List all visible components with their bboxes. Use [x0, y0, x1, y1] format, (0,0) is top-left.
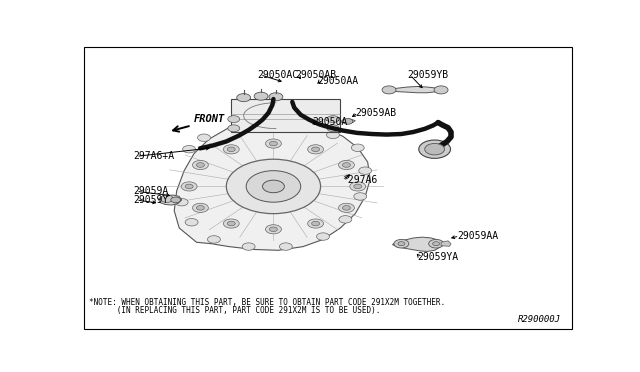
- Text: 29050A: 29050A: [312, 117, 348, 127]
- Circle shape: [227, 221, 236, 226]
- Circle shape: [343, 119, 353, 124]
- Text: FRONT: FRONT: [194, 114, 225, 124]
- Circle shape: [227, 159, 321, 214]
- Polygon shape: [174, 120, 370, 250]
- Text: R290000J: R290000J: [518, 315, 561, 324]
- Circle shape: [228, 116, 240, 122]
- Circle shape: [434, 86, 448, 94]
- Polygon shape: [158, 195, 182, 205]
- Circle shape: [327, 116, 339, 122]
- Circle shape: [425, 144, 445, 155]
- Circle shape: [185, 184, 193, 189]
- Circle shape: [185, 218, 198, 226]
- Circle shape: [182, 145, 196, 153]
- Circle shape: [198, 134, 211, 141]
- Circle shape: [193, 203, 209, 212]
- Text: 29059Y: 29059Y: [134, 195, 169, 205]
- Text: 29059A: 29059A: [134, 186, 169, 196]
- Polygon shape: [392, 237, 442, 251]
- Circle shape: [339, 216, 352, 223]
- Polygon shape: [441, 241, 451, 246]
- Circle shape: [308, 219, 324, 228]
- Text: 29050AB: 29050AB: [296, 70, 337, 80]
- Circle shape: [196, 206, 204, 210]
- Circle shape: [317, 233, 330, 240]
- Circle shape: [269, 227, 277, 232]
- Circle shape: [312, 221, 319, 226]
- Circle shape: [433, 242, 440, 246]
- Circle shape: [196, 163, 204, 167]
- Circle shape: [326, 131, 339, 139]
- Circle shape: [175, 198, 188, 206]
- Circle shape: [223, 219, 239, 228]
- Text: 29059YB: 29059YB: [408, 70, 449, 80]
- Circle shape: [266, 139, 282, 148]
- Circle shape: [429, 240, 444, 248]
- Circle shape: [171, 197, 180, 203]
- FancyBboxPatch shape: [231, 99, 340, 132]
- Polygon shape: [388, 86, 442, 93]
- Circle shape: [419, 140, 451, 158]
- Circle shape: [237, 94, 251, 102]
- Text: *NOTE: WHEN OBTAINING THIS PART, BE SURE TO OBTAIN PART CODE 291X2M TOGETHER.: *NOTE: WHEN OBTAINING THIS PART, BE SURE…: [89, 298, 445, 307]
- Circle shape: [228, 125, 240, 132]
- Circle shape: [351, 144, 364, 151]
- Circle shape: [350, 182, 365, 191]
- Circle shape: [227, 147, 236, 152]
- Text: 29050AC: 29050AC: [257, 70, 299, 80]
- Circle shape: [342, 206, 351, 210]
- Circle shape: [342, 163, 351, 167]
- Text: 29059YA: 29059YA: [417, 252, 458, 262]
- Circle shape: [242, 243, 255, 250]
- Circle shape: [181, 182, 197, 191]
- Circle shape: [262, 180, 284, 193]
- Text: 29059AB: 29059AB: [356, 108, 397, 118]
- Circle shape: [327, 125, 339, 132]
- Circle shape: [161, 195, 173, 202]
- Text: 297A6+A: 297A6+A: [134, 151, 175, 161]
- Polygon shape: [340, 119, 355, 123]
- Circle shape: [247, 124, 260, 131]
- Circle shape: [382, 86, 396, 94]
- Circle shape: [359, 167, 372, 174]
- Circle shape: [269, 93, 283, 101]
- Circle shape: [254, 92, 268, 100]
- Circle shape: [398, 242, 405, 246]
- Circle shape: [297, 125, 310, 132]
- Circle shape: [246, 171, 301, 202]
- Circle shape: [269, 141, 277, 146]
- Circle shape: [280, 243, 292, 250]
- Circle shape: [193, 160, 209, 170]
- Text: (IN REPLACING THIS PART, PART CODE 291X2M IS TO BE USED).: (IN REPLACING THIS PART, PART CODE 291X2…: [89, 306, 380, 315]
- Circle shape: [308, 145, 324, 154]
- Circle shape: [312, 147, 319, 152]
- Circle shape: [207, 236, 220, 243]
- Text: 29050AA: 29050AA: [317, 76, 358, 86]
- Text: *297A6: *297A6: [342, 176, 377, 185]
- Circle shape: [354, 184, 362, 189]
- Circle shape: [354, 193, 367, 200]
- Circle shape: [266, 225, 282, 234]
- Text: 29059AA: 29059AA: [457, 231, 498, 241]
- Circle shape: [223, 145, 239, 154]
- Circle shape: [394, 240, 409, 248]
- Circle shape: [339, 203, 355, 212]
- Circle shape: [339, 160, 355, 170]
